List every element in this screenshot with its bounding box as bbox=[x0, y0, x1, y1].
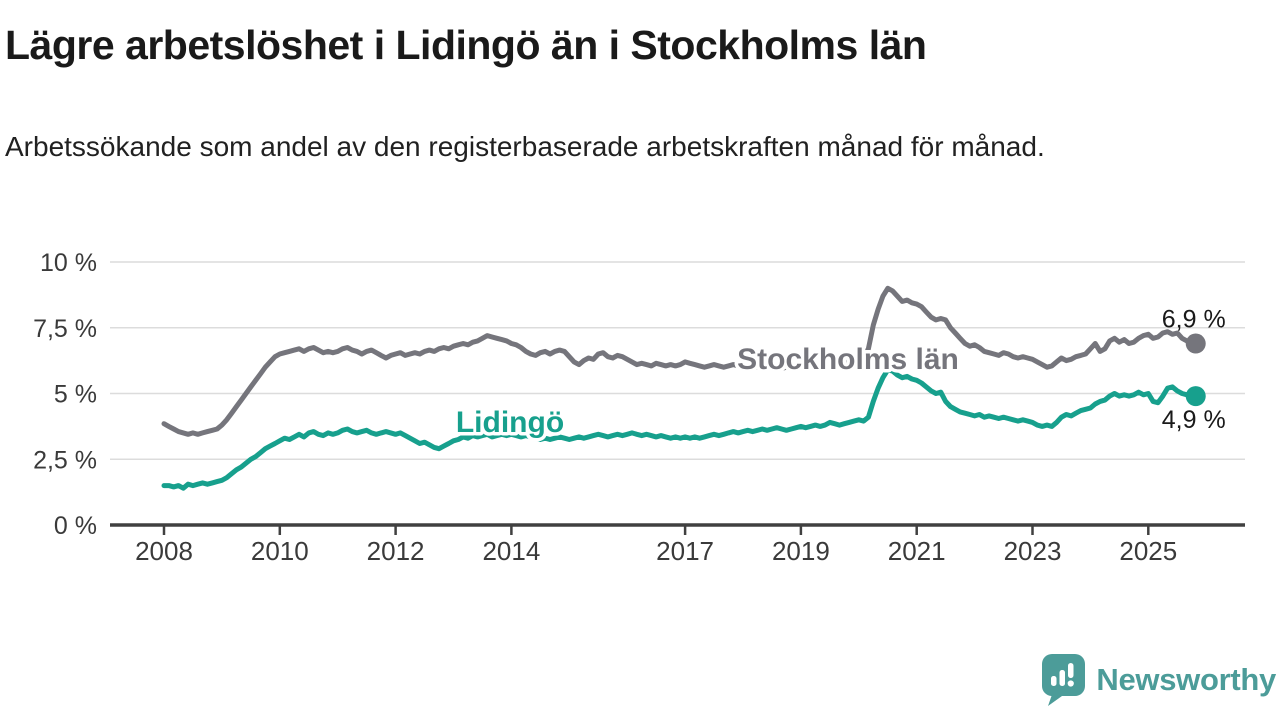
bar-medium bbox=[1059, 670, 1066, 686]
series-end-value-label: 4,9 % bbox=[1162, 406, 1226, 434]
x-axis-tick-label: 2021 bbox=[888, 536, 946, 566]
series-label-lidingo: Lidingö bbox=[456, 406, 564, 439]
x-axis-tick-label: 2019 bbox=[772, 536, 830, 566]
series-label-stockholms-lan: Stockholms län bbox=[737, 343, 959, 376]
series-end-dot bbox=[1185, 386, 1206, 407]
y-axis-tick-label: 0 % bbox=[54, 512, 97, 540]
series-end-dot bbox=[1185, 333, 1206, 354]
bar-small bbox=[1051, 676, 1057, 686]
series-line-lidingo bbox=[161, 367, 1195, 491]
chart-area: 0 % 2,5 % 5 % 7,5 % 10 % Stockholms län Liding… bbox=[0, 240, 1280, 580]
page-title: Lägre arbetslöshet i Lidingö än i Stockh… bbox=[5, 22, 927, 68]
y-axis-tick-label: 10 % bbox=[40, 249, 97, 277]
newsworthy-logo-icon bbox=[1042, 654, 1086, 706]
x-axis-tick-label: 2023 bbox=[1004, 536, 1062, 566]
x-axis-tick-label: 2010 bbox=[251, 536, 309, 566]
brand-name: Newsworthy bbox=[1096, 662, 1276, 697]
y-axis-tick-label: 7,5 % bbox=[33, 315, 97, 343]
x-axis-tick-label: 2025 bbox=[1119, 536, 1177, 566]
newsworthy-brand: Newsworthy bbox=[1040, 652, 1276, 708]
y-axis-tick-label: 2,5 % bbox=[33, 446, 97, 474]
series-line-stockholms-lan bbox=[161, 285, 1195, 437]
x-axis-tick-label: 2014 bbox=[482, 536, 540, 566]
x-axis-tick-label: 2008 bbox=[135, 536, 193, 566]
exclamation-bar bbox=[1068, 663, 1074, 678]
chart-subtitle: Arbetssökande som andel av den registerb… bbox=[5, 131, 1045, 162]
x-axis-tick-label: 2012 bbox=[367, 536, 425, 566]
y-axis-tick-label: 5 % bbox=[54, 381, 97, 409]
series-end-value-label: 6,9 % bbox=[1162, 306, 1226, 334]
unemployment-line-chart: 0 % 2,5 % 5 % 7,5 % 10 % Stockholms län Liding… bbox=[33, 249, 1245, 566]
x-axis-tick-label: 2017 bbox=[656, 536, 714, 566]
exclamation-dot bbox=[1068, 680, 1075, 687]
